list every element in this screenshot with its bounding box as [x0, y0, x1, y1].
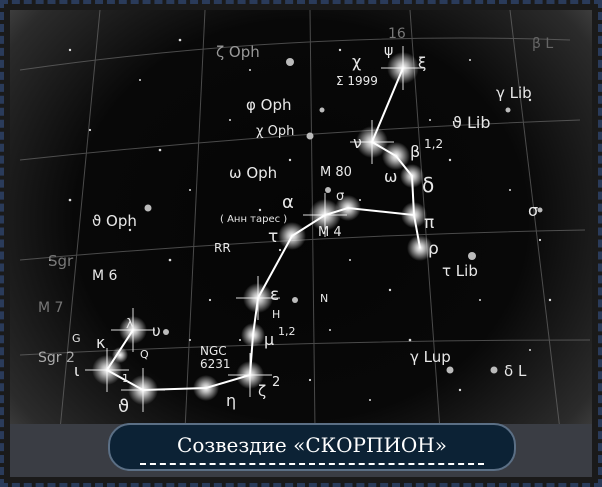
label-sigma-right: σ — [528, 201, 538, 220]
star-labels: 16 β L ζ Oph χ ψ ξ Σ 1999 γ Lib φ Oph ϑ … — [38, 26, 553, 417]
medium-stars — [144, 58, 543, 374]
label-zeta-oph: ζ Oph — [216, 43, 260, 61]
label-omega: ω — [384, 167, 397, 186]
label-psi: ψ — [384, 43, 393, 59]
label-sigma-1999: Σ 1999 — [336, 74, 378, 88]
label-sgr2: Sgr 2 — [38, 350, 75, 366]
label-tau: τ — [268, 227, 278, 247]
label-m6: M 6 — [92, 268, 118, 284]
label-rho: ρ — [428, 239, 439, 259]
label-sigma: σ — [336, 189, 344, 204]
label-m4: M 4 — [318, 225, 342, 240]
label-chi-oph: χ Oph — [256, 124, 294, 139]
caption-underline — [140, 463, 484, 465]
label-ngc-num: 6231 — [200, 357, 231, 371]
label-omega-oph: ω Oph — [229, 164, 277, 182]
label-xi: ξ — [418, 54, 426, 72]
star-map: 16 β L ζ Oph χ ψ ξ Σ 1999 γ Lib φ Oph ϑ … — [10, 10, 592, 477]
label-gamma-lib: γ Lib — [496, 84, 532, 102]
label-beta: β — [410, 142, 420, 161]
label-theta-oph: ϑ Oph — [92, 212, 137, 230]
label-n: N — [320, 292, 328, 305]
label-sgr: Sgr — [48, 252, 74, 270]
label-theta: ϑ — [118, 396, 129, 417]
label-m7: M 7 — [38, 300, 63, 316]
label-ngc: NGC — [200, 344, 227, 358]
label-eta: η — [226, 391, 236, 410]
label-iota1: 1 — [122, 372, 129, 385]
label-upsilon: υ — [152, 322, 161, 340]
label-pi: π — [424, 213, 434, 233]
caption-text: Созвездие «СКОРПИОН» — [177, 433, 447, 457]
label-lambda: λ — [126, 317, 134, 332]
star-spikes — [85, 46, 425, 412]
label-antares: ( Анн тарес ) — [220, 214, 287, 225]
label-phi-oph: φ Oph — [246, 96, 292, 114]
label-alpha: α — [282, 192, 294, 213]
label-rr: RR — [214, 241, 231, 255]
label-g: G — [72, 332, 81, 345]
label-chi: χ — [352, 52, 361, 71]
label-kappa: κ — [96, 333, 106, 352]
label-mu: μ — [264, 330, 274, 349]
label-zeta-num: 2 — [272, 375, 280, 390]
label-delta-lup: δ L — [504, 362, 527, 380]
label-delta: δ — [422, 173, 434, 197]
label-epsilon: ε — [270, 285, 279, 305]
label-theta-lib: ϑ Lib — [452, 113, 491, 132]
label-16: 16 — [388, 26, 406, 42]
label-h: H — [272, 308, 280, 321]
label-gamma-lup: γ Lup — [410, 348, 451, 366]
label-nu: ν — [353, 133, 362, 152]
label-mu-sup: 1,2 — [278, 325, 296, 338]
label-m80: M 80 — [320, 165, 352, 180]
label-zeta: ζ — [258, 382, 266, 400]
constellation-chart: 16 β L ζ Oph χ ψ ξ Σ 1999 γ Lib φ Oph ϑ … — [19, 10, 591, 431]
label-beta-lib: β L — [532, 36, 553, 52]
background-stars — [49, 38, 552, 401]
label-q: Q — [140, 348, 149, 361]
label-tau-lib: τ Lib — [442, 262, 478, 280]
label-iota: ι — [74, 361, 79, 380]
label-beta-sup: 1,2 — [424, 137, 443, 151]
caption-box: Созвездие «СКОРПИОН» — [108, 423, 516, 471]
